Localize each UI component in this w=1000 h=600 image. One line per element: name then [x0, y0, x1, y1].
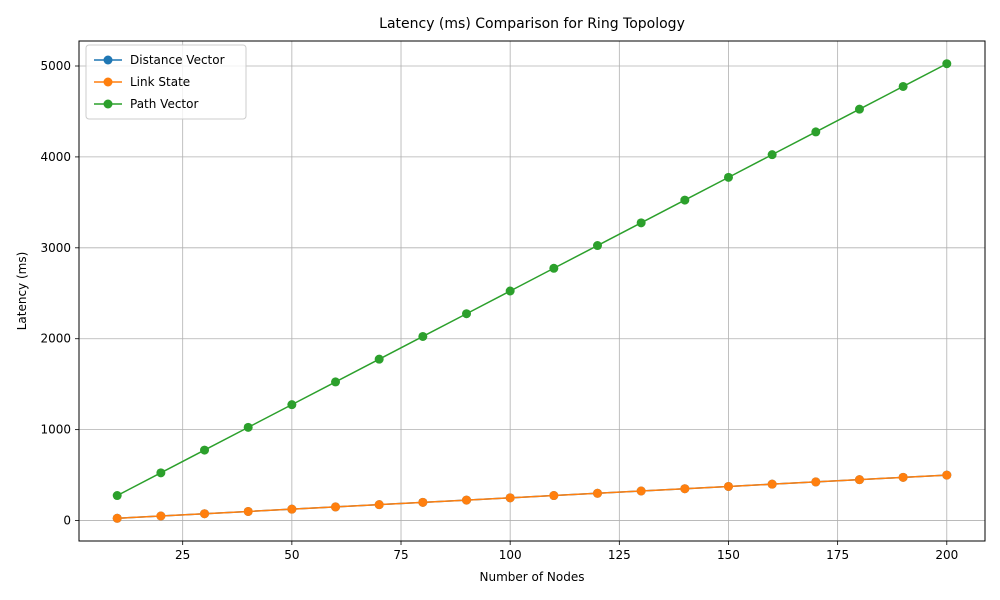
legend-marker [103, 77, 113, 87]
data-point-link-state [156, 511, 166, 521]
data-point-path-vector [418, 331, 428, 341]
data-point-link-state [811, 477, 821, 487]
y-tick-label: 4000 [40, 150, 71, 164]
data-point-path-vector [331, 377, 341, 387]
series-layer [112, 59, 952, 523]
data-point-link-state [854, 475, 864, 485]
x-tick-label: 150 [717, 548, 740, 562]
series-path-vector [112, 59, 952, 501]
data-point-path-vector [811, 127, 821, 137]
data-point-path-vector [854, 104, 864, 114]
legend-item: Link State [94, 75, 190, 89]
data-point-path-vector [592, 241, 602, 251]
legend-label: Path Vector [130, 97, 198, 111]
data-point-path-vector [898, 81, 908, 91]
data-point-link-state [723, 481, 733, 491]
x-tick-label: 25 [175, 548, 190, 562]
y-axis-label: Latency (ms) [15, 252, 29, 331]
data-point-link-state [287, 504, 297, 514]
data-point-link-state [112, 513, 122, 523]
series-link-state [112, 470, 952, 523]
data-point-path-vector [505, 286, 515, 296]
legend-label: Distance Vector [130, 53, 225, 67]
x-tick-label: 125 [608, 548, 631, 562]
data-point-link-state [767, 479, 777, 489]
data-point-path-vector [462, 309, 472, 319]
data-point-path-vector [156, 468, 166, 478]
data-point-path-vector [636, 218, 646, 228]
legend-box [85, 44, 247, 120]
data-point-link-state [549, 491, 559, 501]
legend: Distance Vector Link State Path Vector [85, 44, 247, 120]
legend-label: Link State [130, 75, 190, 89]
data-point-path-vector [200, 445, 210, 455]
y-tick-label: 1000 [40, 423, 71, 437]
data-point-link-state [243, 506, 253, 516]
data-point-link-state [636, 486, 646, 496]
x-tick-label: 50 [284, 548, 299, 562]
y-tick-label: 3000 [40, 241, 71, 255]
data-point-path-vector [723, 172, 733, 182]
y-tick-label: 0 [63, 514, 71, 528]
legend-marker [103, 55, 113, 65]
plot-frame [78, 40, 986, 542]
data-point-link-state [898, 472, 908, 482]
legend-item: Distance Vector [94, 53, 225, 67]
data-point-path-vector [942, 59, 952, 69]
data-point-path-vector [287, 400, 297, 410]
data-point-path-vector [243, 422, 253, 432]
legend-marker [103, 99, 113, 109]
y-tick-label: 2000 [40, 332, 71, 346]
legend-item: Path Vector [94, 97, 198, 111]
x-tick-label: 100 [499, 548, 522, 562]
data-point-link-state [680, 484, 690, 494]
data-point-link-state [462, 495, 472, 505]
x-axis: 25 50 75 100 125 150 175 200 [175, 541, 958, 562]
data-point-link-state [592, 488, 602, 498]
data-point-link-state [418, 497, 428, 507]
y-axis: 0 1000 2000 3000 4000 5000 [40, 59, 79, 528]
data-point-path-vector [767, 150, 777, 160]
data-point-link-state [505, 493, 515, 503]
series-line-link-state [117, 474, 947, 520]
data-point-path-vector [549, 263, 559, 273]
x-tick-label: 75 [393, 548, 408, 562]
data-point-link-state [200, 509, 210, 519]
x-tick-label: 200 [935, 548, 958, 562]
chart-title: Latency (ms) Comparison for Ring Topolog… [379, 16, 685, 32]
x-axis-label: Number of Nodes [480, 570, 585, 584]
data-point-link-state [331, 502, 341, 512]
x-tick-label: 175 [826, 548, 849, 562]
data-point-path-vector [374, 354, 384, 364]
data-point-path-vector [680, 195, 690, 205]
data-point-path-vector [112, 491, 122, 501]
y-tick-label: 5000 [40, 59, 71, 73]
data-point-link-state [942, 470, 952, 480]
grid [79, 41, 985, 541]
data-point-link-state [374, 500, 384, 510]
series-line-path-vector [116, 63, 948, 497]
